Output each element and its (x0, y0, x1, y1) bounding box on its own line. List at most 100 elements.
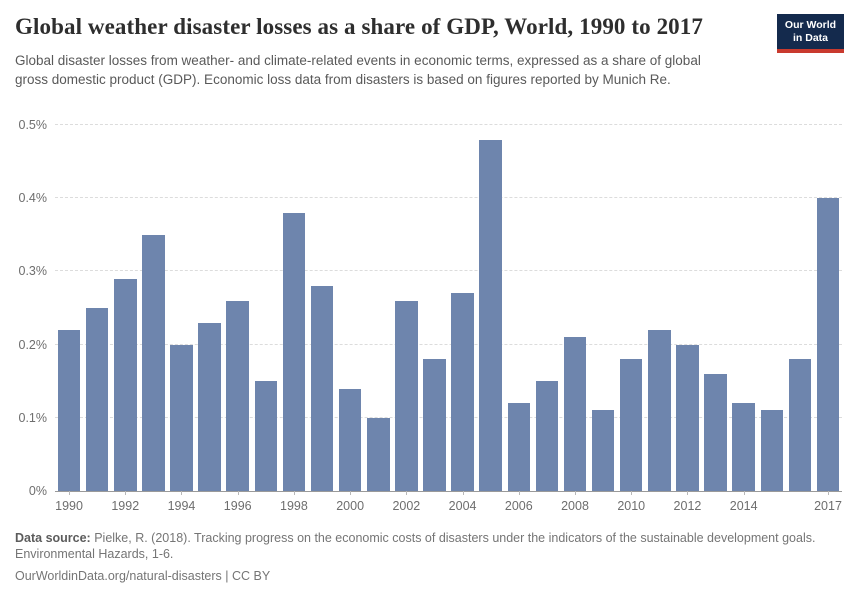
bar-2015[interactable] (760, 410, 784, 491)
data-source-text: Pielke, R. (2018). Tracking progress on … (15, 531, 816, 561)
bar-2002[interactable] (395, 300, 418, 491)
chart-subtitle: Global disaster losses from weather- and… (15, 53, 701, 87)
x-axis-tick (237, 491, 239, 495)
bar-1991[interactable] (85, 308, 109, 491)
footer: Data source: Pielke, R. (2018). Tracking… (15, 531, 839, 585)
bar-1992[interactable] (114, 278, 137, 491)
owid-logo: Our World in Data (777, 14, 844, 53)
owid-logo-line2: in Data (792, 32, 828, 44)
bar-2011[interactable] (648, 329, 671, 491)
bar-1997[interactable] (254, 381, 278, 491)
bar-column-2000: 2000 (336, 125, 364, 513)
x-axis-tick (743, 491, 745, 495)
x-axis-tick-label: 2000 (336, 499, 365, 513)
bar-column-2015 (758, 125, 786, 491)
x-axis-tick (293, 491, 295, 495)
x-axis-tick-label: 1994 (167, 499, 196, 513)
bar-column-2012: 2012 (673, 125, 701, 513)
bar-column-1991 (83, 125, 111, 491)
footer-separator: | (225, 569, 229, 583)
bar-1998[interactable] (282, 212, 306, 491)
bar-column-1997 (252, 125, 280, 491)
bar-1995[interactable] (198, 322, 221, 491)
bar-2003[interactable] (423, 359, 446, 491)
x-axis-tick (69, 491, 71, 495)
bar-1994[interactable] (170, 344, 193, 491)
bar-column-1995 (196, 125, 224, 491)
bar-column-2001 (364, 125, 392, 491)
bar-column-2016 (786, 125, 814, 491)
bar-column-2006: 2006 (505, 125, 533, 513)
footer-link[interactable]: OurWorldinData.org/natural-disasters (15, 569, 222, 583)
x-axis-tick-label: 2014 (729, 499, 758, 513)
bar-2000[interactable] (338, 388, 362, 491)
bar-column-1996: 1996 (224, 125, 252, 513)
bar-1996[interactable] (226, 300, 249, 491)
bar-2016[interactable] (788, 359, 812, 491)
bar-column-1998: 1998 (280, 125, 308, 513)
bar-2006[interactable] (507, 403, 531, 491)
bar-column-2014: 2014 (730, 125, 758, 513)
bar-1990[interactable] (57, 329, 81, 491)
bars-container: 1990 1992 1994 1996 1998 2000 2002 2004 2006 2008… (55, 125, 842, 513)
gridline-0.5% (55, 124, 842, 125)
bar-2005[interactable] (479, 139, 502, 491)
bar-column-2010: 2010 (617, 125, 645, 513)
bar-column-2013 (702, 125, 730, 491)
x-axis-tick (687, 491, 689, 495)
bar-2001[interactable] (367, 417, 390, 491)
bar-column-2003 (420, 125, 448, 491)
x-axis-tick-label: 2006 (504, 499, 533, 513)
bar-column-2017: 2017 (814, 125, 842, 513)
bar-2004[interactable] (451, 293, 474, 491)
x-axis-tick-label: 2002 (392, 499, 421, 513)
x-axis-tick (631, 491, 633, 495)
footer-license: CC BY (232, 569, 271, 583)
x-axis-tick (575, 491, 577, 495)
gridline-0.2% (55, 343, 842, 345)
bar-2008[interactable] (563, 337, 587, 491)
bar-2013[interactable] (704, 373, 727, 491)
bar-column-1999 (308, 125, 336, 491)
bar-column-1994: 1994 (167, 125, 195, 513)
gridline-0.3% (55, 270, 842, 272)
x-axis-tick-label: 1996 (223, 499, 252, 513)
x-axis-tick-label: 1990 (55, 499, 83, 513)
bar-2010[interactable] (620, 359, 643, 491)
bar-column-1990: 1990 (55, 125, 83, 513)
bar-column-2011 (645, 125, 673, 491)
x-axis-tick-label: 2004 (448, 499, 477, 513)
bar-column-2008: 2008 (561, 125, 589, 513)
bar-1999[interactable] (310, 286, 334, 491)
y-axis-tick-label: 0.2% (18, 337, 48, 352)
bar-1993[interactable] (142, 234, 165, 491)
bar-column-2009 (589, 125, 617, 491)
bar-column-2007 (533, 125, 561, 491)
owid-logo-line1: Our World (784, 19, 837, 31)
license-line: OurWorldinData.org/natural-disasters | C… (15, 569, 839, 585)
x-axis-tick (125, 491, 127, 495)
y-axis-tick-label: 0.5% (18, 118, 48, 132)
bar-column-1992: 1992 (111, 125, 139, 513)
chart-title: Global weather disaster losses as a shar… (15, 14, 703, 39)
bar-2012[interactable] (676, 344, 699, 491)
bar-2014[interactable] (732, 403, 755, 491)
bar-column-2004: 2004 (449, 125, 477, 513)
x-axis-tick-label: 1992 (111, 499, 140, 513)
x-axis-tick (518, 491, 520, 495)
y-axis-tick-label: 0.4% (18, 191, 48, 206)
bar-chart-plot-area: 0% 0.1% 0.2% 0.3% 0.4% 0.5% 1990 1992 1994 1996 19… (19, 118, 842, 513)
gridline-0.1% (55, 416, 842, 418)
x-axis-tick (406, 491, 408, 495)
bar-2007[interactable] (535, 381, 559, 491)
x-axis-tick-label: 2017 (814, 499, 842, 513)
y-axis-tick-label: 0.3% (18, 264, 48, 279)
x-axis-tick-label: 2010 (617, 499, 646, 513)
x-axis-tick (462, 491, 464, 495)
x-axis-tick (181, 491, 183, 495)
y-axis-tick-label: 0% (28, 484, 47, 498)
bar-2009[interactable] (591, 410, 615, 491)
x-axis-tick-label: 2008 (561, 499, 589, 513)
bar-2017[interactable] (816, 198, 840, 491)
